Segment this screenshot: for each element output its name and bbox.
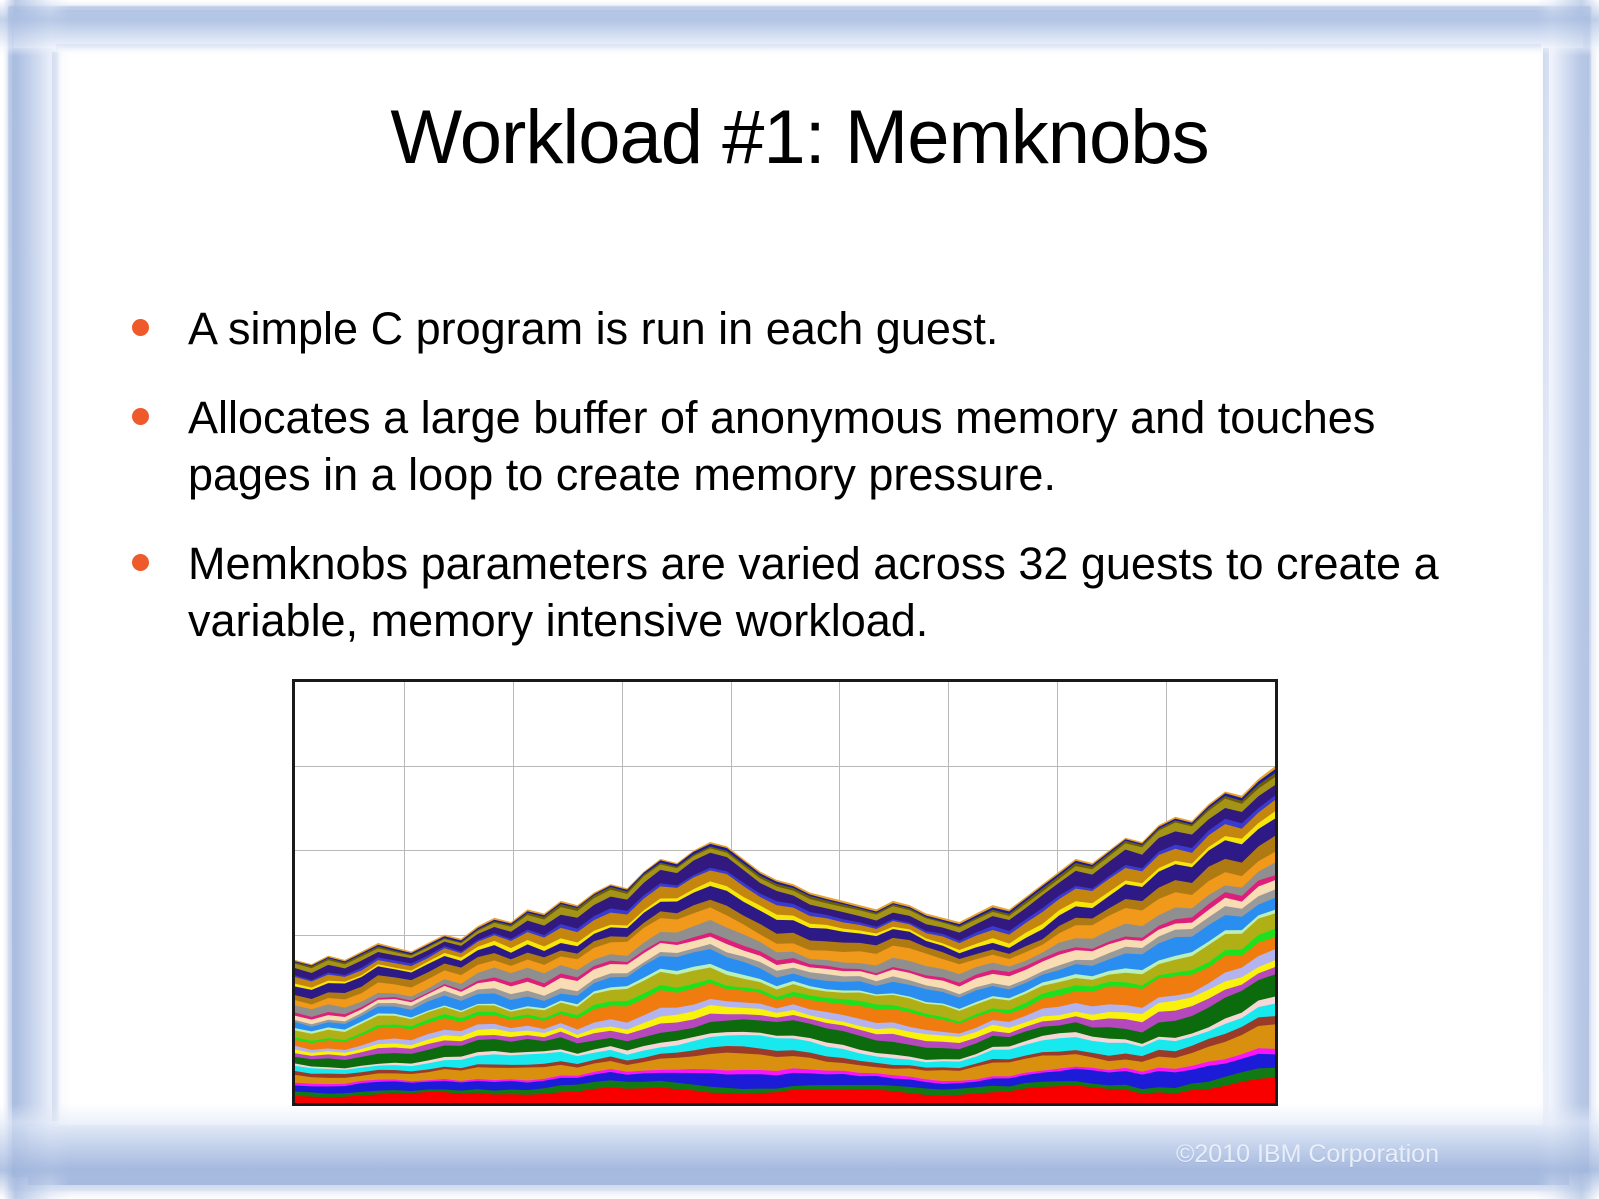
chart-vertical-gridline [403,682,405,1103]
slide-frame-top-band [14,10,1583,48]
chart-vertical-gridline [839,682,841,1103]
chart-series-layer [295,766,1275,1103]
slide-frame-top-shadow [56,44,1541,52]
copyright-footer: ©2010 IBM Corporation [1175,1140,1439,1168]
stacked-area-chart [292,679,1278,1106]
chart-horizontal-gridline [295,766,1275,768]
list-item: Allocates a large buffer of anonymous me… [122,389,1482,503]
chart-horizontal-gridline [295,850,1275,852]
bullet-list: A simple C program is run in each guest.… [122,300,1482,681]
list-item: A simple C program is run in each guest. [122,300,1482,357]
page-title: Workload #1: Memknobs [390,95,1209,180]
slide-frame-right-band [1549,16,1589,1173]
bullet-text: Memknobs parameters are varied across 32… [188,538,1439,646]
bullet-text: Allocates a large buffer of anonymous me… [188,392,1376,500]
slide-frame-left-shadow [52,52,61,1121]
chart-plot-area [295,682,1275,1103]
chart-area-series [295,1077,1275,1103]
chart-vertical-gridline [948,682,950,1103]
chart-vertical-gridline [512,682,514,1103]
bullet-dot-icon [132,319,149,336]
bullet-dot-icon [132,554,149,571]
bullet-text: A simple C program is run in each guest. [188,303,999,354]
list-item: Memknobs parameters are varied across 32… [122,535,1482,649]
bullet-dot-icon [132,408,149,425]
